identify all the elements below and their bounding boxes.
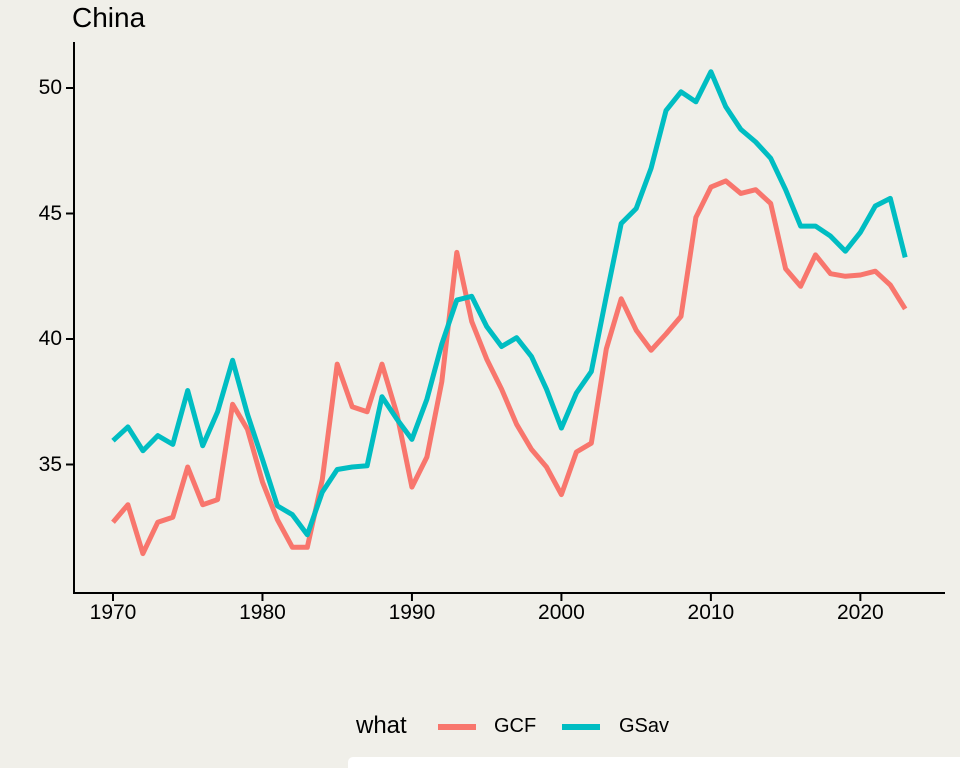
chart-title: China xyxy=(72,2,146,33)
gcf-line xyxy=(111,178,908,557)
x-tick-label: 2000 xyxy=(538,601,585,624)
x-tick-label: 1990 xyxy=(388,601,436,624)
y-tick-label: 35 xyxy=(38,452,62,476)
series-lines xyxy=(111,69,908,557)
gsav-line xyxy=(111,69,908,538)
legend-swatch-gsav xyxy=(562,724,600,730)
legend-label-gsav: GSav xyxy=(619,715,670,737)
legend-label-gcf: GCF xyxy=(494,715,537,737)
legend-swatch-gcf xyxy=(438,724,476,730)
x-tick-label: 1970 xyxy=(89,601,137,624)
y-tick-label: 50 xyxy=(38,76,62,99)
bottom-white-band xyxy=(348,757,960,768)
x-tick-label: 2010 xyxy=(687,601,735,624)
y-tick-label: 40 xyxy=(38,327,62,350)
x-tick-label: 2020 xyxy=(837,601,884,624)
legend-title: what xyxy=(356,712,407,739)
y-tick-label: 45 xyxy=(38,201,62,225)
axis-ticks xyxy=(66,87,862,601)
x-tick-label: 1980 xyxy=(239,601,286,624)
